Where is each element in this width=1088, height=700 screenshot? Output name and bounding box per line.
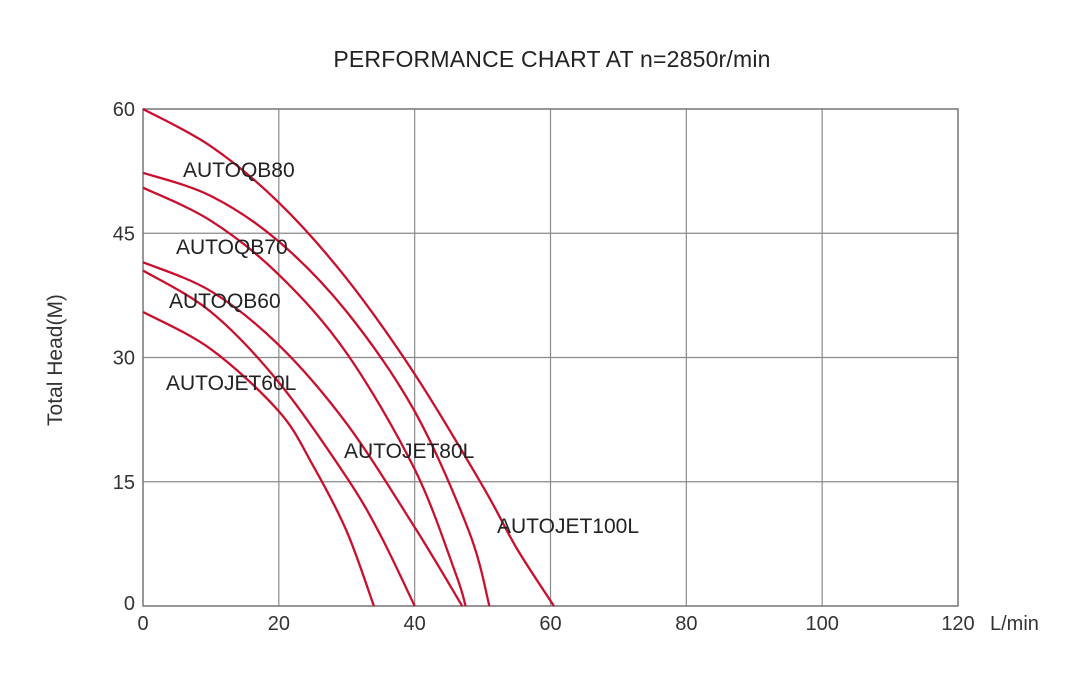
- y-tick-label: 30: [113, 348, 135, 370]
- curve-label-autojet100l: AUTOJET100L: [497, 515, 639, 538]
- curve-autojet60l: [142, 310, 375, 607]
- grid: [142, 108, 959, 607]
- x-tick-label: 80: [675, 613, 697, 635]
- y-tick-label: 45: [113, 223, 135, 245]
- x-tick-label: 40: [404, 613, 426, 635]
- y-tick-label: 15: [113, 472, 135, 494]
- y-tick-label: 0: [124, 593, 135, 615]
- curve-autoqb80: [142, 107, 555, 607]
- tick-labels: 0 20 40 60 80 100 120 0 15 30 45 60: [113, 99, 975, 635]
- x-tick-label: 60: [539, 613, 561, 635]
- curve-labels: AUTOQB80 AUTOQB70 AUTOQB60 AUTOJET60L AUTOJE…: [166, 159, 639, 538]
- curve-label-autoqb80: AUTOQB80: [183, 159, 295, 182]
- x-tick-label: 0: [137, 613, 148, 635]
- x-axis-label: L/min: [990, 613, 1039, 635]
- x-tick-label: 20: [268, 613, 290, 635]
- curve-label-autoqb60: AUTOQB60: [169, 290, 281, 313]
- curve-autoqb60: [142, 186, 467, 607]
- y-tick-label: 60: [113, 99, 135, 121]
- curve-label-autojet80l: AUTOJET80L: [344, 440, 474, 463]
- curve-label-autojet60l: AUTOJET60L: [166, 372, 296, 395]
- x-tick-label: 120: [941, 613, 974, 635]
- curve-autojet80l: [142, 269, 416, 607]
- curve-label-autoqb70: AUTOQB70: [176, 236, 288, 259]
- x-tick-label: 100: [805, 613, 838, 635]
- chart-title: PERFORMANCE CHART AT n=2850r/min: [333, 46, 771, 72]
- curves: [142, 107, 555, 607]
- curve-autoqb70: [142, 171, 491, 607]
- plot-frame: [142, 108, 959, 607]
- curve-autojet100l: [142, 261, 464, 607]
